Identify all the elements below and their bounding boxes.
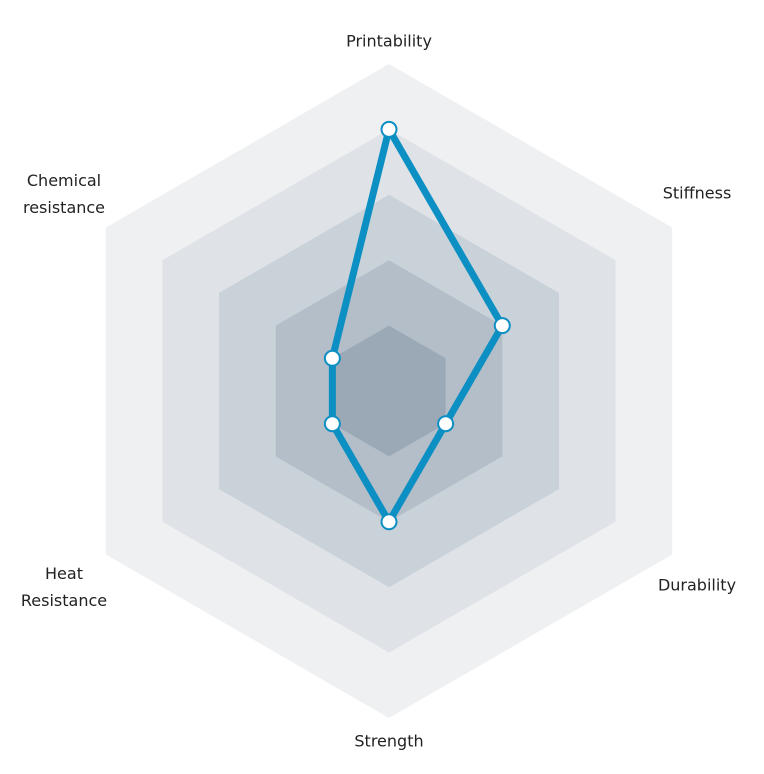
axis-label-stiffness: Stiffness	[662, 183, 732, 203]
axis-label-strength: Strength	[354, 731, 424, 751]
axis-label-heat-resistance: Heat Resistance	[20, 564, 108, 610]
axis-label-chemical-resistance: Chemical resistance	[22, 171, 106, 217]
data-point-4	[323, 415, 341, 433]
data-point-0	[380, 120, 398, 138]
axis-label-printability: Printability	[346, 31, 432, 51]
data-point-3	[380, 513, 398, 531]
data-point-1	[493, 317, 511, 335]
axis-label-durability: Durability	[657, 575, 737, 595]
data-point-2	[437, 415, 455, 433]
data-point-5	[323, 349, 341, 367]
grid-ring-1	[332, 325, 446, 457]
